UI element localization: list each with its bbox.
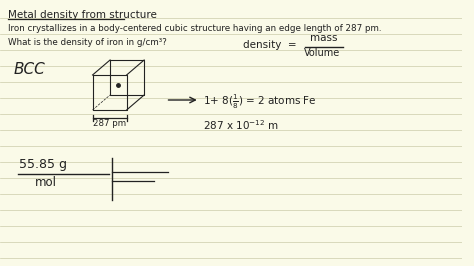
Text: What is the density of iron in g/cm³?: What is the density of iron in g/cm³? [8,38,167,47]
Text: 287 pm: 287 pm [93,119,126,128]
Text: 1+ 8($\frac{1}{8}$) = 2 atoms Fe: 1+ 8($\frac{1}{8}$) = 2 atoms Fe [202,93,317,111]
Text: mol: mol [35,176,57,189]
Text: 55.85 g: 55.85 g [19,158,67,171]
Text: mass: mass [310,33,337,43]
Text: Volume: Volume [304,48,340,58]
Text: density  =: density = [244,40,297,50]
Text: Iron crystallizes in a body-centered cubic structure having an edge length of 28: Iron crystallizes in a body-centered cub… [8,24,381,33]
Text: BCC: BCC [14,62,46,77]
Text: Metal density from structure: Metal density from structure [8,10,157,20]
Text: 287 x 10$^{-12}$ m: 287 x 10$^{-12}$ m [202,118,279,132]
